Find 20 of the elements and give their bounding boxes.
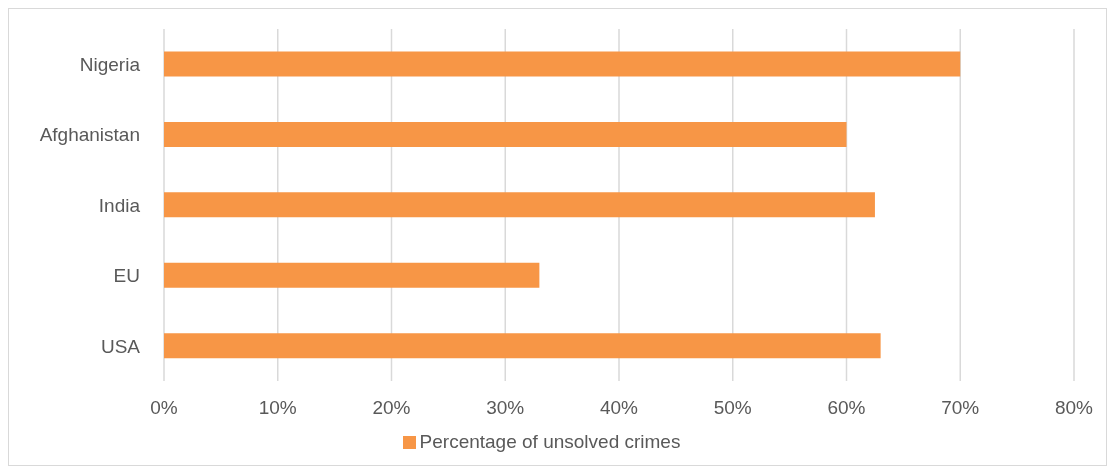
bar xyxy=(164,51,961,77)
x-tick-label: 30% xyxy=(486,397,525,419)
x-tick-label: 0% xyxy=(150,397,178,419)
y-tick-label: USA xyxy=(100,335,141,357)
y-tick-label: Nigeria xyxy=(79,53,141,75)
x-tick-label: 70% xyxy=(941,397,980,419)
x-tick-label: 20% xyxy=(372,397,411,419)
x-tick-label: 50% xyxy=(713,397,752,419)
y-tick-label: India xyxy=(98,194,141,216)
bar xyxy=(164,333,881,359)
legend-label: Percentage of unsolved crimes xyxy=(419,431,681,452)
x-tick-label: 40% xyxy=(599,397,639,419)
bar xyxy=(164,192,875,218)
bar xyxy=(164,121,847,147)
x-tick-label: 80% xyxy=(1054,397,1094,419)
x-tick-label: 10% xyxy=(258,397,297,419)
y-tick-label: Afghanistan xyxy=(39,124,140,146)
x-tick-label: 60% xyxy=(827,397,866,419)
y-tick-label: EU xyxy=(113,265,140,287)
bar xyxy=(164,262,540,288)
